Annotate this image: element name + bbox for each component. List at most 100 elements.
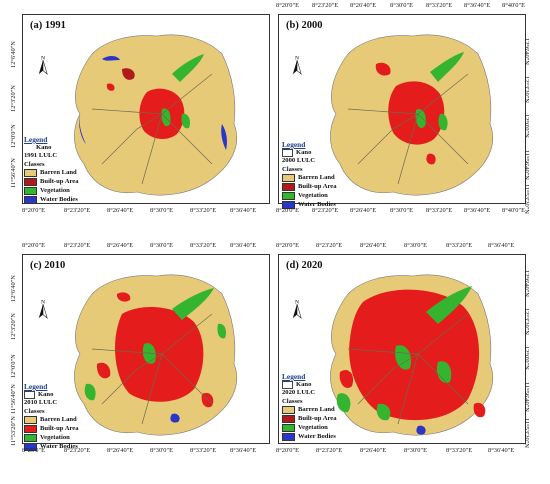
kano-lulc-map-2020 [330,274,494,436]
road-network [347,73,469,185]
svg-text:N: N [41,299,45,305]
tick-label: 8°33'20"E [446,447,473,454]
tick-label: 8°33'20"E [426,2,453,9]
panel-label: (d) 2020 [286,260,323,271]
vegetation-region [376,403,391,421]
legend-classes-label: Classes [282,397,303,405]
tick-label: 12°3'20"N [523,308,530,335]
water-bodies-region [170,413,180,423]
legend-item-builtup: Built-up Area [24,425,79,434]
road-network [347,313,469,425]
vegetation-region [172,54,204,82]
built-up-area-region [115,307,204,402]
vegetation-region [395,345,412,370]
tick-label: 8°33'20"E [190,207,217,214]
north-arrow-icon: N [38,299,48,319]
kano-lulc-map-2010 [74,274,238,436]
built-up-area-region [106,83,115,91]
tick-label: 12°0'0"N [523,114,530,138]
tick-label: 8°20'0"E [22,447,46,454]
tick-label: 8°36'40"E [230,447,257,454]
legend-title: Legend [282,140,306,149]
map-panel-2010: 8°20'0"E 8°23'20"E 8°26'40"E 8°30'0"E 8°… [2,242,274,482]
tick-label: 8°26'40"E [107,207,134,214]
legend-item-water: Water Bodies [282,201,337,210]
north-arrow-icon: N [292,299,302,319]
tick-label: 12°3'20"N [523,76,530,103]
vegetation-region [430,52,464,82]
tick-label: 8°26'40"E [360,447,387,454]
vegetation-region [181,113,191,129]
legend-item-builtup: Built-up Area [282,415,337,424]
legend-item-vegetation: Vegetation [282,424,337,433]
tick-label: 8°40'0"E [502,207,526,214]
legend-subtitle: 2000 LULC [282,157,316,165]
legend-item-barren: Barren Land [24,169,79,178]
tick-label: 12°0'0"N [10,354,17,378]
tick-label: 8°26'40"E [350,2,377,9]
legend-item-water: Water Bodies [282,433,337,442]
tick-label: 8°26'40"E [107,447,134,454]
tick-label: 12°6'40"N [523,38,530,65]
legend-classes-label: Classes [282,165,303,173]
built-up-area-region [349,289,480,421]
legend-classes-label: Classes [24,160,45,168]
svg-text:N: N [295,299,299,305]
tick-label: 8°23'20"E [64,242,91,249]
legend-item-barren: Barren Land [24,416,79,425]
built-up-area-region [339,369,354,389]
tick-label: 8°33'20"E [446,242,473,249]
tick-label: 8°36'40"E [230,207,257,214]
water-bodies-region [416,425,426,435]
water-bodies-region [102,56,120,61]
north-arrow-icon: N [38,55,48,75]
tick-label: 8°26'40"E [350,207,377,214]
map-legend: Legend Kano 2010 LULC Classes Barren Lan… [24,382,79,452]
tick-label: 12°6'40"N [10,275,17,302]
map-legend: Legend Kano 2000 LULC Classes Barren Lan… [282,140,337,210]
vegetation-region [217,323,227,339]
tick-label: 12°0'0"N [523,346,530,370]
tick-label: 8°36'40"E [464,2,491,9]
legend-title: Legend [24,135,48,144]
legend-item-builtup: Built-up Area [24,178,79,187]
built-up-area-region [375,62,391,76]
legend-kano-row: Kano [24,391,79,400]
tick-label: 11°56'40"N [10,384,17,414]
tick-label: 8°30'0"E [150,447,174,454]
panel-label: (a) 1991 [30,20,66,31]
map-legend: Legend Kano 1991 LULC Classes Barren Lan… [24,135,79,205]
vegetation-region [426,286,472,324]
tick-label: 8°26'40"E [107,242,134,249]
vegetation-region [84,383,96,401]
tick-label: 11°53'20"N [523,184,530,214]
legend-item-vegetation: Vegetation [24,187,79,196]
tick-label: 11°56'40"N [523,150,530,180]
tick-label: 8°30'0"E [404,242,428,249]
vegetation-region [336,393,351,413]
tick-label: 12°6'40"N [10,41,17,68]
tick-label: 8°36'40"E [488,447,515,454]
tick-label: 12°3'20"N [10,85,17,112]
tick-label: 8°26'40"E [360,242,387,249]
road-network [91,73,213,185]
map-legend: Legend Kano 2020 LULC Classes Barren Lan… [282,372,337,442]
legend-item-water: Water Bodies [24,196,79,205]
water-bodies-region [221,124,227,150]
tick-label: 8°20'0"E [276,447,300,454]
legend-subtitle: 1991 LULC [24,152,58,160]
legend-item-vegetation: Vegetation [282,192,337,201]
legend-title: Legend [24,382,48,391]
legend-subtitle: 2010 LULC [24,399,58,407]
tick-label: 8°23'20"E [316,447,343,454]
legend-item-water: Water Bodies [24,443,79,452]
tick-label: 12°6'40"N [523,270,530,297]
vegetation-region [438,113,448,131]
tick-label: 12°0'0"N [10,124,17,148]
legend-item-barren: Barren Land [282,174,337,183]
tick-label: 8°23'20"E [312,2,339,9]
tick-label: 11°53'20"N [10,416,17,446]
tick-label: 8°23'20"E [64,207,91,214]
legend-kano-row: Kano [282,149,337,158]
legend-kano-label: Kano [36,144,52,152]
